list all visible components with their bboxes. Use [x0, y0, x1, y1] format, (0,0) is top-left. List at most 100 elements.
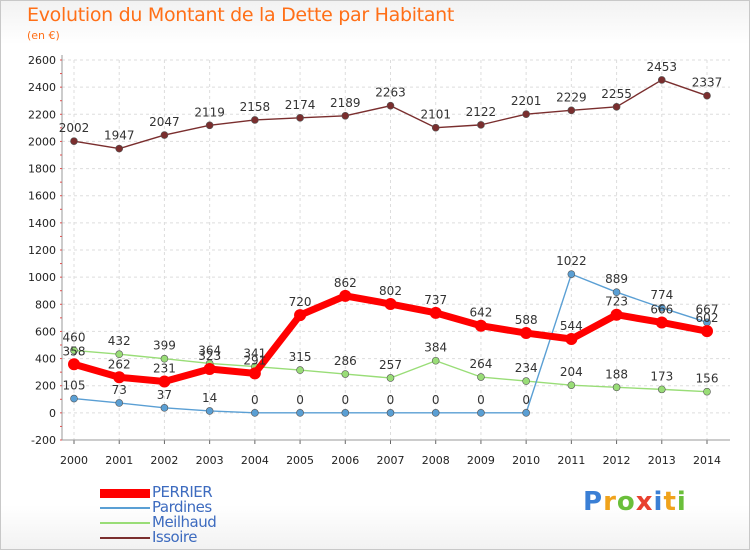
data-label-meilhaud: 286 — [334, 354, 357, 368]
y-tick-label: 400 — [35, 353, 56, 366]
legend-item-meilhaud: Meilhaud — [100, 513, 300, 531]
data-point-perrier — [565, 333, 578, 346]
data-label-perrier: 723 — [605, 295, 628, 309]
legend-swatch — [100, 507, 150, 509]
data-point-issoire — [657, 76, 666, 84]
data-point-perrier — [474, 319, 487, 332]
data-label-issoire: 2337 — [692, 76, 723, 90]
data-label-meilhaud: 399 — [153, 339, 176, 353]
data-label-issoire: 2229 — [556, 90, 587, 104]
data-point-pardines — [296, 409, 304, 417]
data-label-meilhaud: 234 — [515, 361, 538, 375]
data-label-perrier: 588 — [515, 313, 538, 327]
y-tick-label: 600 — [35, 325, 56, 338]
data-label-meilhaud: 264 — [469, 357, 492, 371]
x-tick-label: 2014 — [693, 454, 721, 467]
data-labels: 358 262 231 323 291 720 862 802 737 642 588 544 723 6… — [59, 60, 723, 407]
x-tick-label: 2009 — [467, 454, 495, 467]
data-label-perrier: 231 — [153, 362, 176, 376]
data-point-perrier — [158, 375, 171, 388]
y-tick-label: 1600 — [28, 190, 56, 203]
data-label-pardines: 0 — [296, 393, 304, 407]
y-tick-label: 200 — [35, 380, 56, 393]
series-pardines — [70, 270, 711, 417]
x-tick-label: 2010 — [512, 454, 540, 467]
data-point-pardines — [160, 404, 169, 412]
data-label-pardines: 105 — [63, 379, 86, 393]
data-point-perrier — [429, 306, 442, 319]
data-label-perrier: 544 — [560, 319, 583, 333]
data-point-pardines — [70, 394, 78, 403]
data-label-meilhaud: 188 — [605, 367, 628, 381]
data-label-issoire: 2158 — [240, 100, 271, 114]
data-point-pardines — [522, 409, 530, 417]
data-label-perrier: 802 — [379, 284, 402, 298]
data-point-meilhaud — [431, 356, 440, 365]
x-tick-label: 2011 — [557, 454, 585, 467]
data-label-pardines: 37 — [157, 388, 172, 402]
data-label-issoire: 2201 — [511, 94, 542, 108]
data-label-meilhaud: 432 — [108, 334, 131, 348]
data-point-perrier — [655, 316, 668, 329]
data-point-perrier — [248, 367, 261, 380]
data-point-issoire — [251, 116, 259, 124]
data-label-meilhaud: 341 — [243, 347, 266, 361]
data-point-meilhaud — [386, 374, 395, 382]
y-tick-label: 0 — [49, 407, 56, 420]
y-tick-label: 1400 — [28, 217, 56, 230]
data-point-meilhaud — [612, 383, 621, 392]
data-label-meilhaud: 156 — [696, 372, 719, 386]
x-tick-label: 2003 — [196, 454, 224, 467]
chart-subtitle: (en €) — [27, 29, 60, 42]
data-label-issoire: 1947 — [104, 129, 135, 143]
y-tick-label: 1000 — [28, 271, 56, 284]
data-point-meilhaud — [477, 373, 485, 381]
data-label-meilhaud: 364 — [198, 343, 221, 357]
data-label-issoire: 2101 — [420, 108, 451, 122]
data-point-issoire — [296, 114, 304, 122]
legend-item-perrier: PERRIER — [100, 483, 300, 501]
data-point-meilhaud — [657, 385, 666, 394]
data-label-meilhaud: 384 — [424, 341, 447, 355]
data-label-perrier: 291 — [243, 353, 266, 367]
data-label-pardines: 889 — [605, 272, 628, 286]
data-label-perrier: 602 — [696, 311, 719, 325]
legend-swatch — [100, 522, 150, 524]
data-point-perrier — [294, 309, 307, 322]
data-label-pardines: 0 — [387, 393, 395, 407]
data-point-perrier — [339, 289, 352, 302]
data-label-perrier: 262 — [108, 357, 131, 371]
x-tick-label: 2007 — [377, 454, 405, 467]
data-point-meilhaud — [70, 346, 78, 355]
series-issoire — [70, 76, 711, 153]
x-tick-label: 2008 — [422, 454, 450, 467]
data-point-issoire — [703, 91, 711, 100]
data-point-perrier — [113, 371, 126, 384]
x-tick-label: 2013 — [648, 454, 676, 467]
data-point-pardines — [205, 407, 214, 415]
data-point-meilhaud — [703, 387, 711, 396]
series-perrier — [68, 289, 713, 388]
data-label-meilhaud: 315 — [289, 350, 312, 364]
data-label-pardines: 1022 — [556, 254, 587, 268]
data-label-meilhaud: 257 — [379, 358, 402, 372]
data-label-pardines: 667 — [696, 302, 719, 316]
data-label-pardines: 14 — [202, 391, 217, 405]
legend-item-issoire: Issoire — [100, 528, 300, 546]
legend-swatch — [100, 488, 150, 498]
data-point-perrier — [384, 298, 397, 311]
y-tick-label: 2000 — [28, 135, 56, 148]
data-label-perrier: 666 — [650, 302, 673, 316]
data-label-issoire: 2122 — [466, 105, 497, 119]
x-tick-label: 2012 — [603, 454, 631, 467]
data-label-meilhaud: 460 — [63, 330, 86, 344]
y-tick-label: 2200 — [28, 108, 56, 121]
data-point-issoire — [386, 101, 395, 110]
data-label-issoire: 2453 — [647, 60, 678, 74]
data-label-pardines: 0 — [341, 393, 349, 407]
y-tick-label: 2600 — [28, 54, 56, 67]
data-point-meilhaud — [522, 377, 530, 385]
data-point-perrier — [701, 325, 713, 338]
legend-label: PERRIER — [152, 483, 213, 501]
